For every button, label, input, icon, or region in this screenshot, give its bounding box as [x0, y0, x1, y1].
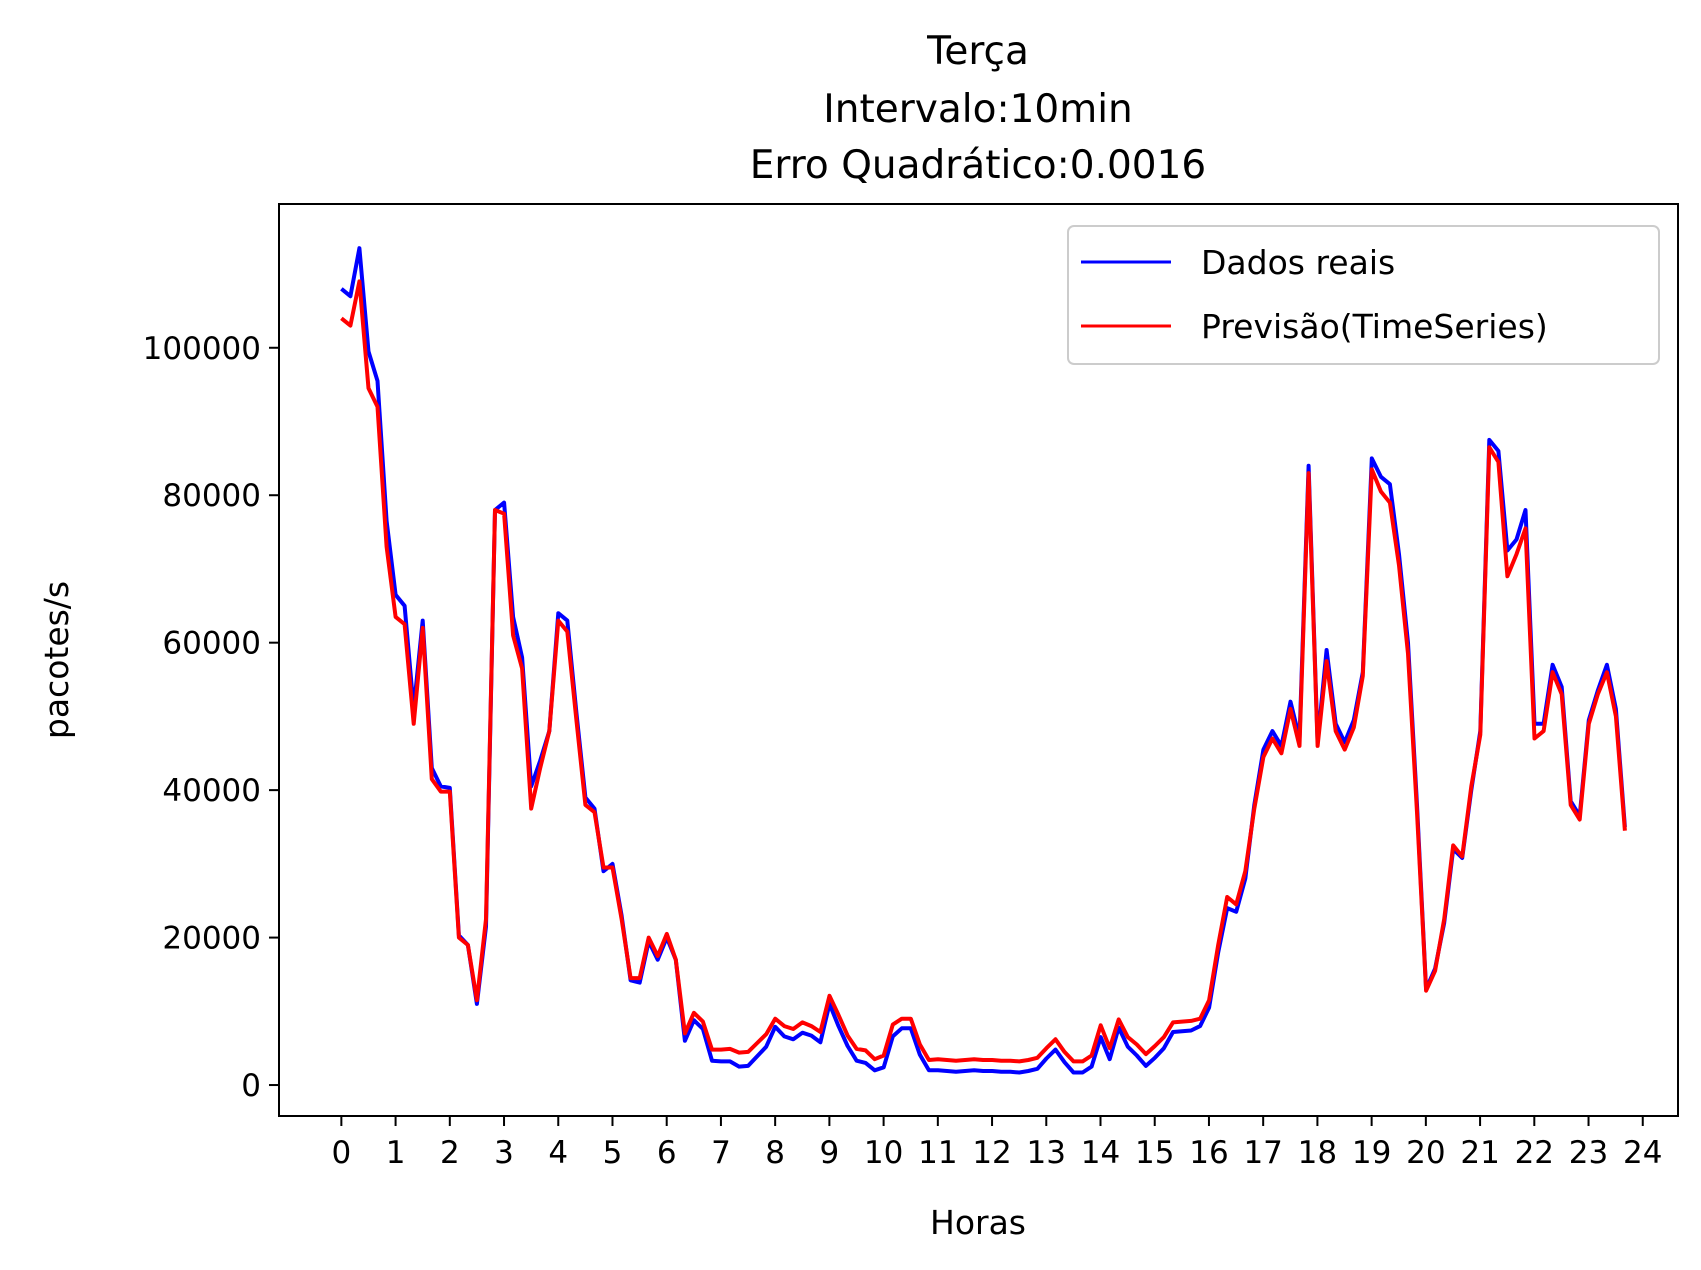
x-tick-label: 21: [1460, 1135, 1499, 1171]
x-tick-label: 11: [918, 1135, 957, 1171]
x-tick-label: 22: [1515, 1135, 1554, 1171]
x-tick-label: 23: [1569, 1135, 1608, 1171]
x-tick-label: 8: [765, 1135, 785, 1171]
x-tick-label: 7: [711, 1135, 731, 1171]
x-tick-label: 13: [1027, 1135, 1066, 1171]
y-tick-label: 100000: [143, 331, 261, 367]
y-axis-label: pacotes/s: [37, 581, 76, 739]
x-tick-label: 0: [331, 1135, 351, 1171]
y-tick-label: 0: [241, 1068, 261, 1104]
legend: Dados reais Previsão(TimeSeries): [1067, 225, 1660, 365]
x-tick-label: 5: [603, 1135, 623, 1171]
x-tick-label: 24: [1623, 1135, 1662, 1171]
x-tick-label: 1: [386, 1135, 406, 1171]
y-tick-label: 80000: [162, 478, 261, 514]
title-line-2: Intervalo:10min: [823, 87, 1133, 132]
title-line-3: Erro Quadrático:0.0016: [750, 143, 1206, 188]
series-line-dados-reais: [340, 246, 1627, 1075]
series-line-previsao: [340, 279, 1627, 1064]
x-axis-label: Horas: [930, 1203, 1026, 1242]
y-axis: 0 20000 40000 60000 80000 100000: [143, 331, 279, 1104]
y-tick-label: 20000: [162, 921, 261, 957]
y-tick-label: 60000: [162, 626, 261, 662]
chart-title: Terça Intervalo:10min Erro Quadrático:0.…: [750, 29, 1206, 188]
x-tick-label: 14: [1081, 1135, 1120, 1171]
x-tick-label: 10: [864, 1135, 903, 1171]
x-tick-label: 19: [1352, 1135, 1391, 1171]
x-tick-label: 16: [1189, 1135, 1228, 1171]
x-tick-label: 17: [1243, 1135, 1282, 1171]
plot-series: [340, 246, 1627, 1075]
title-line-1: Terça: [926, 29, 1029, 74]
x-tick-label: 18: [1298, 1135, 1337, 1171]
x-tick-label: 12: [972, 1135, 1011, 1171]
x-tick-label: 9: [820, 1135, 840, 1171]
x-tick-label: 6: [657, 1135, 677, 1171]
x-tick-label: 4: [548, 1135, 568, 1171]
x-tick-label: 3: [494, 1135, 514, 1171]
x-tick-label: 2: [440, 1135, 460, 1171]
y-tick-label: 40000: [162, 773, 261, 809]
legend-label-dados-reais: Dados reais: [1201, 243, 1395, 282]
legend-label-previsao: Previsão(TimeSeries): [1201, 307, 1548, 346]
x-tick-label: 20: [1406, 1135, 1445, 1171]
plot-frame: [278, 203, 1679, 1117]
x-tick-label: 15: [1135, 1135, 1174, 1171]
x-axis: 0 1 2 3 4 5 6 7 8 9 10 11 12 13 14 15 16 17 18 19 20 21 22 23 24: [331, 1116, 1662, 1171]
legend-box: [1067, 225, 1660, 365]
